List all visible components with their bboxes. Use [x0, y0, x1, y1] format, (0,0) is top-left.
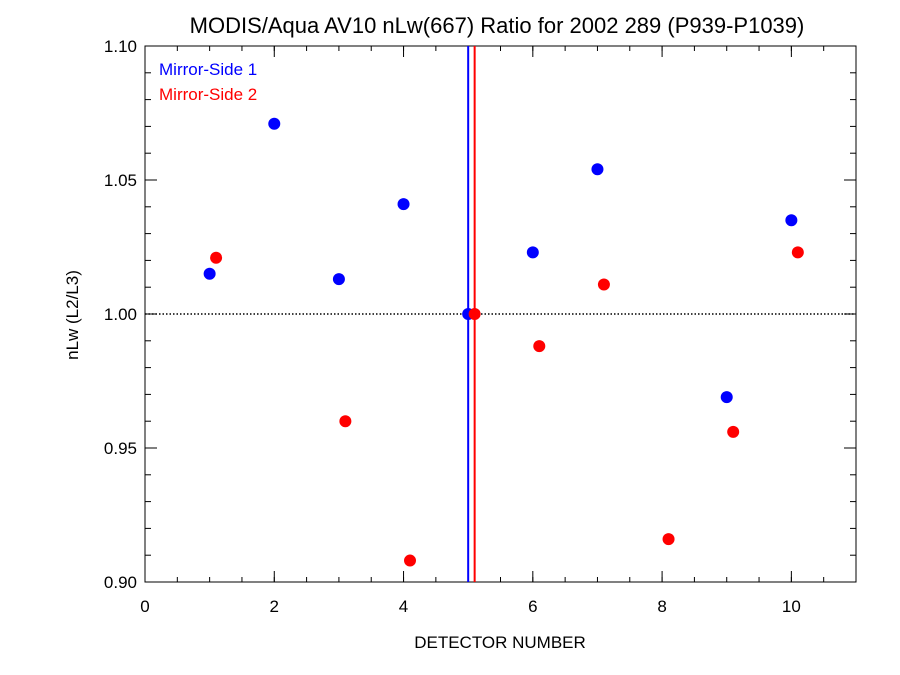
- y-tick-label: 1.05: [104, 171, 137, 190]
- plot-frame: [144, 45, 857, 583]
- data-point-series-2: [791, 246, 804, 259]
- data-point-series-2: [339, 415, 352, 428]
- y-tick-label: 0.90: [104, 573, 137, 592]
- tick-labels: 0 2 4 6 8 10 0.90 0.95 1.00 1.05 1.10: [104, 37, 801, 616]
- data-point-series-2: [597, 278, 610, 291]
- y-tick-label: 1.00: [104, 305, 137, 324]
- data-point-series-2: [468, 308, 481, 320]
- data-point-series-1: [785, 214, 798, 227]
- y-axis-label: nLw (L2/L3): [63, 270, 82, 360]
- data-point-series-2: [533, 340, 546, 353]
- data-point-series-2: [662, 533, 675, 546]
- x-tick-label: 2: [270, 597, 279, 616]
- major-ticks: [144, 45, 856, 583]
- data-point-series-1: [268, 117, 281, 130]
- data-point-series-1: [720, 391, 733, 404]
- x-tick-label: 6: [528, 597, 537, 616]
- x-tick-label: 4: [399, 597, 408, 616]
- x-tick-label: 0: [140, 597, 149, 616]
- x-tick-label: 10: [782, 597, 801, 616]
- data-point-series-1: [397, 198, 410, 211]
- x-axis-label: DETECTOR NUMBER: [414, 633, 586, 652]
- data-points: [203, 117, 804, 567]
- x-tick-label: 8: [657, 597, 666, 616]
- legend-entry-1: Mirror-Side 1: [159, 60, 257, 79]
- data-point-series-1: [203, 267, 216, 280]
- chart-title: MODIS/Aqua AV10 nLw(667) Ratio for 2002 …: [190, 13, 805, 38]
- data-point-series-1: [332, 273, 345, 286]
- data-point-series-2: [210, 251, 223, 264]
- y-tick-label: 1.10: [104, 37, 137, 56]
- data-point-series-2: [404, 554, 417, 567]
- data-point-series-1: [591, 163, 604, 176]
- y-tick-label: 0.95: [104, 439, 137, 458]
- legend: Mirror-Side 1 Mirror-Side 2: [159, 60, 257, 104]
- data-point-series-1: [526, 246, 539, 259]
- legend-entry-2: Mirror-Side 2: [159, 85, 257, 104]
- data-point-series-2: [727, 425, 740, 438]
- minor-ticks: [144, 45, 857, 583]
